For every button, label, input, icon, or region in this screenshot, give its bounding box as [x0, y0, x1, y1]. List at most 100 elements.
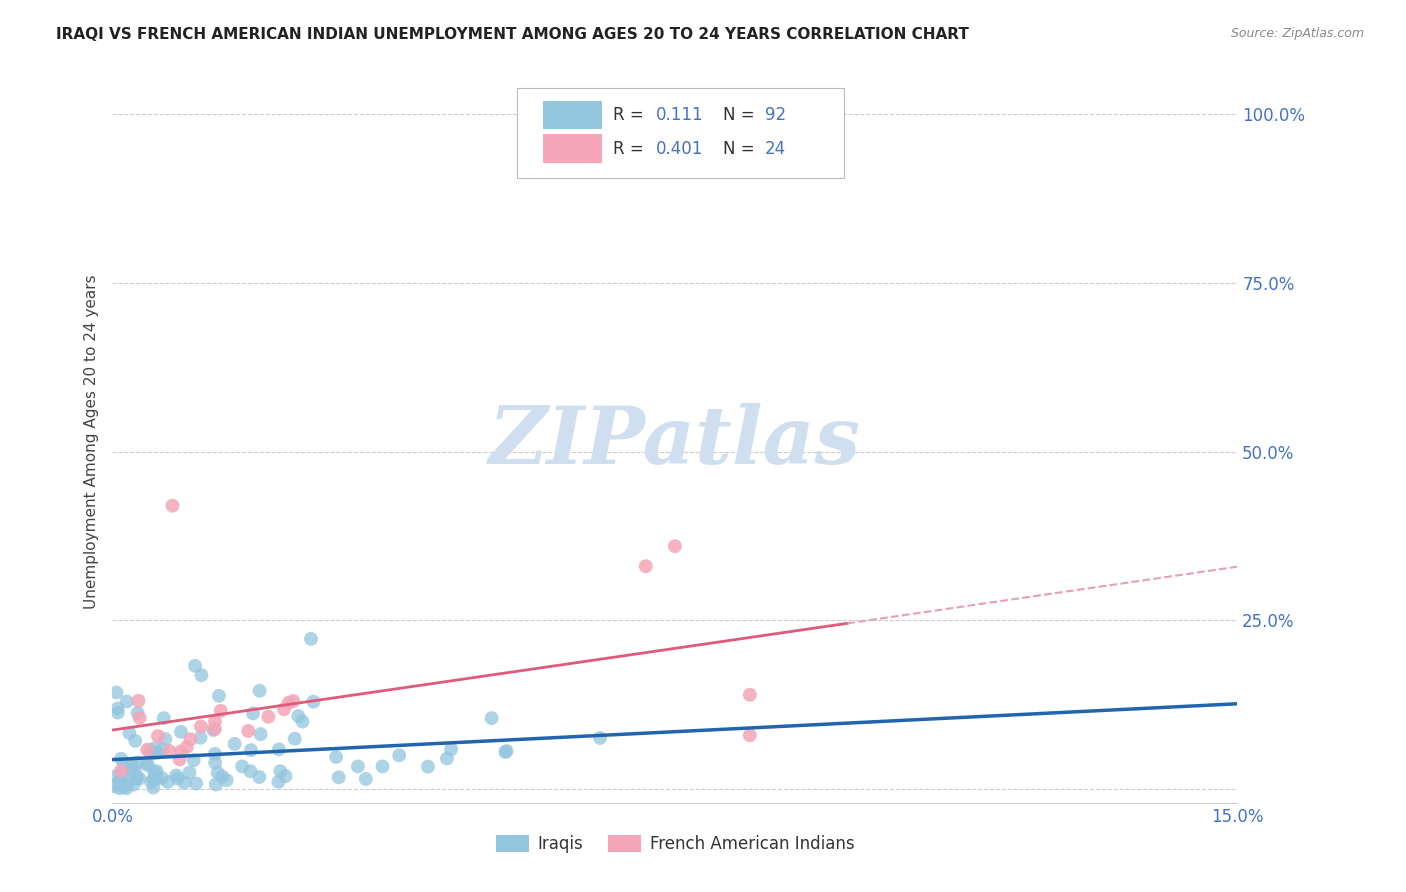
Point: [207, 765, 229, 780]
Point: [186, 776, 208, 790]
Point: [664, 539, 686, 553]
Point: [179, 732, 201, 747]
Point: [107, 706, 129, 720]
Point: [118, 772, 141, 787]
Point: [173, 775, 195, 789]
Point: [127, 756, 149, 770]
Point: [166, 772, 188, 786]
Point: [125, 771, 148, 785]
Point: [325, 750, 347, 764]
Point: [157, 744, 180, 758]
Point: [190, 731, 212, 745]
Point: [170, 744, 193, 758]
Text: 24: 24: [765, 140, 786, 158]
Text: Source: ZipAtlas.com: Source: ZipAtlas.com: [1230, 27, 1364, 40]
Point: [204, 756, 226, 770]
Text: N =: N =: [723, 140, 761, 158]
Point: [242, 706, 264, 721]
Point: [146, 729, 169, 743]
Point: [122, 778, 145, 792]
Point: [143, 765, 166, 780]
Point: [118, 726, 141, 740]
Text: IRAQI VS FRENCH AMERICAN INDIAN UNEMPLOYMENT AMONG AGES 20 TO 24 YEARS CORRELATI: IRAQI VS FRENCH AMERICAN INDIAN UNEMPLOY…: [56, 27, 969, 42]
Text: N =: N =: [723, 106, 761, 124]
Point: [141, 775, 163, 789]
Point: [141, 747, 163, 761]
Point: [204, 722, 226, 736]
Point: [269, 764, 291, 779]
Point: [108, 781, 131, 796]
Point: [495, 744, 517, 758]
Point: [124, 772, 146, 786]
Point: [136, 742, 159, 756]
Point: [267, 742, 290, 756]
Point: [162, 499, 184, 513]
Point: [115, 781, 138, 796]
Point: [215, 773, 238, 788]
FancyBboxPatch shape: [543, 101, 602, 129]
Point: [150, 771, 173, 785]
Point: [738, 728, 761, 742]
Point: [124, 734, 146, 748]
Point: [209, 704, 232, 718]
Point: [127, 706, 149, 720]
Point: [165, 768, 187, 782]
Y-axis label: Unemployment Among Ages 20 to 24 years: Unemployment Among Ages 20 to 24 years: [83, 274, 98, 609]
Point: [440, 742, 463, 756]
Text: 0.111: 0.111: [655, 106, 703, 124]
Legend: Iraqis, French American Indians: Iraqis, French American Indians: [489, 828, 860, 860]
Point: [231, 759, 253, 773]
Point: [135, 756, 157, 771]
Text: R =: R =: [613, 140, 650, 158]
Point: [176, 740, 198, 755]
Point: [124, 764, 146, 778]
Point: [239, 764, 262, 779]
Point: [436, 751, 458, 765]
Point: [190, 668, 212, 682]
Point: [224, 737, 246, 751]
Point: [211, 770, 233, 784]
Point: [249, 727, 271, 741]
Point: [738, 688, 761, 702]
Point: [143, 741, 166, 756]
Point: [494, 745, 516, 759]
Point: [115, 777, 138, 791]
Point: [481, 711, 503, 725]
Point: [277, 696, 299, 710]
Point: [128, 772, 150, 786]
Point: [169, 752, 191, 766]
Point: [108, 773, 131, 788]
Point: [183, 753, 205, 767]
Point: [249, 683, 271, 698]
Point: [240, 743, 263, 757]
Point: [257, 710, 280, 724]
Point: [145, 772, 167, 786]
Point: [371, 759, 394, 773]
Point: [247, 770, 270, 784]
Point: [121, 756, 143, 771]
Point: [136, 758, 159, 772]
Point: [267, 775, 290, 789]
Point: [128, 694, 150, 708]
Point: [156, 775, 179, 789]
Point: [142, 780, 165, 795]
Point: [287, 709, 309, 723]
Point: [115, 694, 138, 708]
Point: [184, 658, 207, 673]
Point: [112, 757, 135, 772]
Point: [128, 711, 150, 725]
Point: [202, 723, 225, 737]
Point: [354, 772, 377, 786]
Point: [208, 689, 231, 703]
Text: ZIPatlas: ZIPatlas: [489, 403, 860, 480]
Point: [273, 702, 295, 716]
Point: [101, 779, 124, 793]
Point: [283, 694, 305, 708]
Point: [155, 732, 177, 747]
Point: [416, 759, 439, 773]
Point: [146, 746, 169, 760]
Point: [121, 763, 143, 777]
Point: [634, 559, 657, 574]
Point: [190, 719, 212, 733]
Point: [347, 759, 370, 773]
